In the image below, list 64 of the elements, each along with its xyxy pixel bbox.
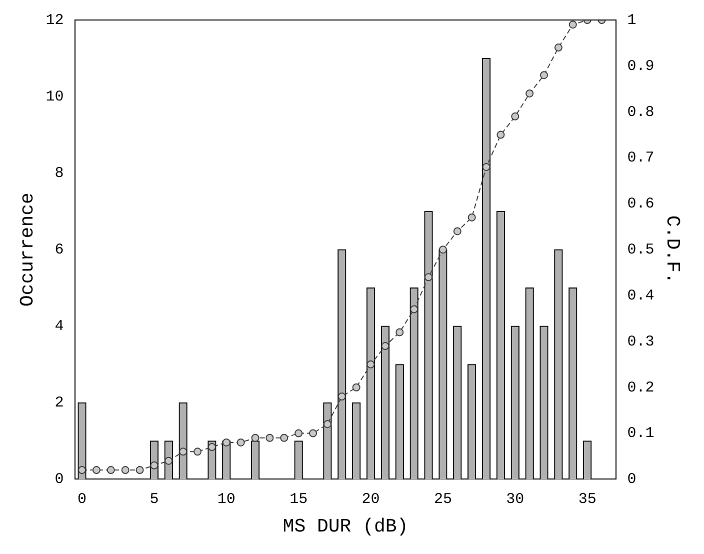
point xyxy=(106,466,115,474)
y2-tick-label: 1 xyxy=(627,12,636,29)
y2-tick-label: 0.9 xyxy=(627,58,654,75)
point xyxy=(540,71,548,80)
point xyxy=(236,438,245,446)
y2-tick-label: 0.4 xyxy=(627,287,654,304)
y2-tick-label: 0 xyxy=(627,471,636,488)
x-tick-label: 20 xyxy=(362,491,380,508)
y-axis-title: Occurrence xyxy=(16,192,38,307)
y-tick-label: 8 xyxy=(54,165,64,182)
x-tick-label: 5 xyxy=(150,491,159,508)
y2-tick-label: 0.7 xyxy=(627,150,654,167)
point xyxy=(78,466,86,474)
point xyxy=(179,448,188,456)
point xyxy=(396,328,404,336)
point xyxy=(280,434,288,442)
point xyxy=(511,112,520,120)
point xyxy=(164,456,173,465)
point xyxy=(482,162,490,171)
point xyxy=(352,383,360,392)
y-tick-label: 10 xyxy=(46,88,64,106)
point xyxy=(554,44,562,52)
y2-tick-label: 0.6 xyxy=(627,196,654,213)
point xyxy=(424,273,433,282)
point xyxy=(266,434,274,442)
point xyxy=(294,429,303,438)
point xyxy=(222,438,230,446)
point xyxy=(92,466,100,474)
x-tick-label: 10 xyxy=(217,491,236,508)
y2-tick-label: 0.2 xyxy=(627,379,654,396)
point xyxy=(150,461,158,470)
y2-tick-label: 0.1 xyxy=(627,425,654,442)
point xyxy=(251,434,260,442)
point xyxy=(208,443,216,452)
x-tick-label: 0 xyxy=(78,491,87,508)
point xyxy=(568,20,577,29)
point xyxy=(468,213,476,222)
point xyxy=(136,466,144,474)
x-tick-label: 35 xyxy=(578,491,596,508)
point xyxy=(194,448,202,456)
point xyxy=(410,305,418,314)
point xyxy=(309,429,318,438)
y-tick-label: 12 xyxy=(46,12,64,29)
x-tick-label: 25 xyxy=(434,491,452,508)
y2-tick-label: 0.3 xyxy=(627,333,654,350)
y2-tick-label: 0.8 xyxy=(627,104,654,121)
point xyxy=(323,420,332,428)
point xyxy=(453,227,462,236)
x-axis-title: MS DUR (dB) xyxy=(282,516,408,538)
point xyxy=(121,466,130,474)
y-tick-label: 6 xyxy=(54,242,64,259)
point xyxy=(438,246,447,254)
point xyxy=(338,392,346,401)
y2-tick-label: 0.5 xyxy=(627,242,654,259)
y-tick-label: 2 xyxy=(54,394,64,412)
x-tick-label: 30 xyxy=(506,491,524,508)
point xyxy=(381,342,390,350)
y-tick-label: 0 xyxy=(54,471,64,488)
point xyxy=(526,89,534,98)
y2-axis-title: C.D.F. xyxy=(662,215,684,284)
point xyxy=(366,360,375,368)
y-tick-label: 4 xyxy=(54,318,64,336)
x-tick-label: 15 xyxy=(290,491,308,508)
point xyxy=(496,130,505,139)
